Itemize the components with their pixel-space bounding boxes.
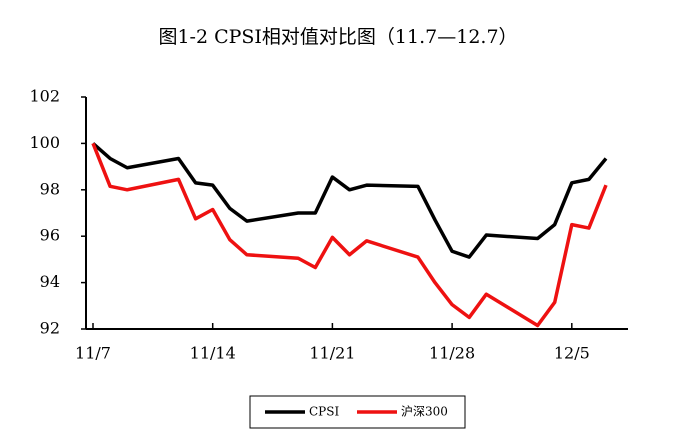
chart-title: 图1-2 CPSI相对值对比图（11.7—12.7） xyxy=(158,26,517,48)
x-tick-label: 12/5 xyxy=(554,344,590,363)
x-tick-label: 11/7 xyxy=(75,344,111,363)
y-tick-label: 94 xyxy=(40,272,60,291)
x-tick-label: 11/28 xyxy=(429,344,475,363)
series-line xyxy=(91,142,608,259)
series-line xyxy=(91,142,608,328)
y-tick-label: 102 xyxy=(29,87,60,106)
x-tick-label: 11/21 xyxy=(309,344,355,363)
x-tick-label: 11/14 xyxy=(190,344,236,363)
y-tick-label: 100 xyxy=(29,133,60,152)
y-tick-label: 98 xyxy=(40,179,60,198)
y-tick-label: 96 xyxy=(40,226,60,245)
legend-label: 沪深300 xyxy=(401,405,448,419)
legend-label: CPSI xyxy=(309,405,339,419)
y-tick-label: 92 xyxy=(40,319,60,338)
